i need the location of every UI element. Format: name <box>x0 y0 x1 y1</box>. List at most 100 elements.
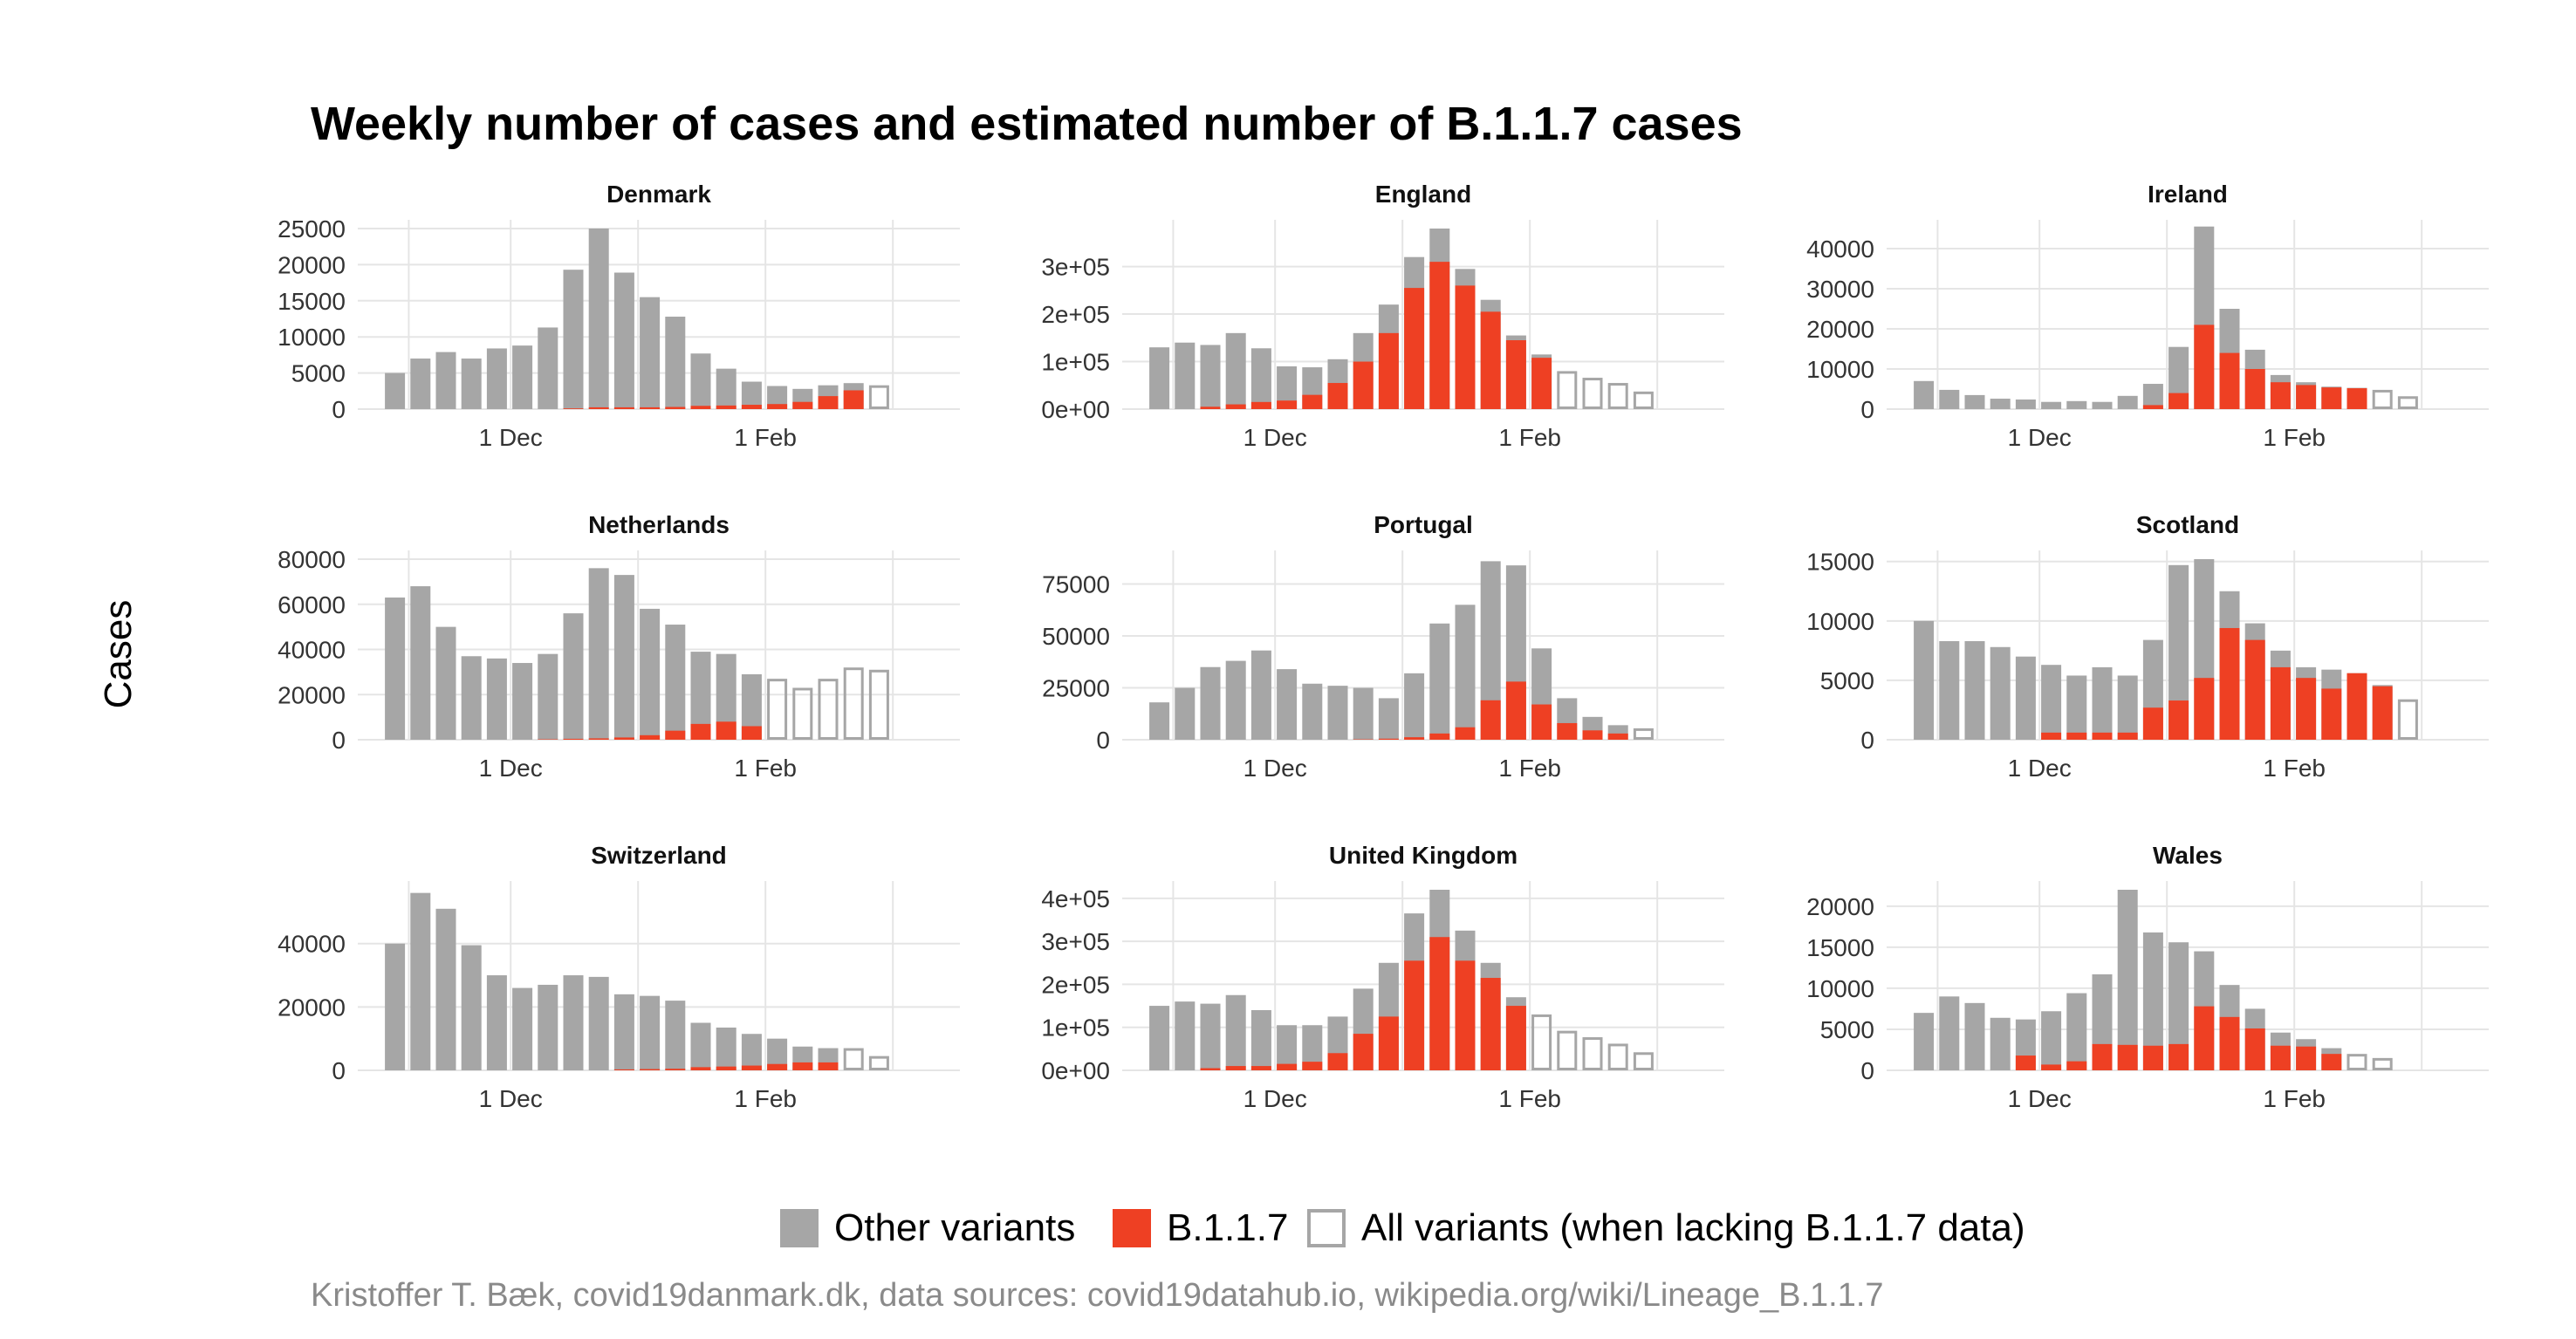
bar-b117 <box>2142 1045 2163 1070</box>
bar-other-variants <box>1149 347 1170 409</box>
x-tick-label: 1 Dec <box>479 755 543 782</box>
bar-other-variants <box>2117 675 2138 740</box>
x-tick-label: 1 Dec <box>479 1085 543 1112</box>
bar-b117 <box>1378 1016 1399 1070</box>
bar-b117 <box>1353 361 1374 409</box>
bar-other-variants <box>665 1001 686 1070</box>
y-tick-label: 0 <box>332 727 346 754</box>
bar-b117 <box>2321 387 2342 409</box>
bar-b117 <box>1404 288 1425 409</box>
bar-other-variants <box>1250 348 1271 409</box>
bar-b117 <box>2142 707 2163 740</box>
bar-b117 <box>1353 1034 1374 1070</box>
bar-b117 <box>1404 960 1425 1070</box>
bar-b117 <box>538 739 558 740</box>
facet-panels: Denmark 0 5000 10000 15000 20000 25000 1 Dec 1 F… <box>277 181 2489 1112</box>
bar-other-variants <box>1149 1006 1170 1070</box>
bar-other-variants <box>435 352 456 409</box>
bar-b117 <box>1480 311 1501 409</box>
bar-all-variants <box>1633 1052 1654 1071</box>
bar-other-variants <box>563 975 584 1070</box>
bar-b117 <box>2066 1061 2087 1070</box>
bar-b117 <box>1302 394 1323 409</box>
bar-other-variants <box>2142 384 2163 409</box>
panel-title: Switzerland <box>591 842 727 869</box>
bar-other-variants <box>1480 561 1501 740</box>
bar-other-variants <box>2041 1011 2062 1070</box>
y-tick-label: 25000 <box>277 215 346 243</box>
y-tick-label: 0 <box>332 396 346 423</box>
bar-other-variants <box>461 945 482 1070</box>
y-tick-label: 4e+05 <box>1041 885 1110 912</box>
y-tick-label: 20000 <box>277 994 346 1021</box>
bar-all-variants <box>1582 378 1603 409</box>
bar-other-variants <box>613 994 634 1070</box>
panel-england: England 0e+00 1e+05 2e+05 3e+05 1 Dec 1 Feb <box>1041 181 1724 451</box>
bar-b117 <box>690 723 711 740</box>
x-tick-label: 1 Feb <box>1498 755 1561 782</box>
panel-united-kingdom: United Kingdom 0e+00 1e+05 2e+05 3e+05 4e+05 1… <box>1041 842 1724 1112</box>
bar-b117 <box>767 404 788 409</box>
bar-b117 <box>1531 704 1552 740</box>
bar-other-variants <box>1225 994 1246 1070</box>
bar-b117 <box>665 730 686 740</box>
x-tick-label: 1 Feb <box>2263 1085 2326 1112</box>
caption: Kristoffer T. Bæk, covid19danmark.dk, da… <box>311 1277 1884 1314</box>
bar-other-variants <box>640 297 661 409</box>
legend-item-other-variants: Other variants <box>780 1206 1075 1249</box>
bar-b117 <box>1455 285 1476 409</box>
bar-other-variants <box>741 1034 762 1070</box>
y-tick-label: 15000 <box>1806 549 1874 576</box>
bar-b117 <box>690 1067 711 1070</box>
bar-b117 <box>2244 639 2265 740</box>
bar-b117 <box>792 401 813 409</box>
bar-b117 <box>792 1062 813 1070</box>
bar-b117 <box>2168 393 2189 409</box>
bar-other-variants <box>2041 401 2062 409</box>
x-tick-label: 1 Feb <box>2263 424 2326 451</box>
bar-all-variants <box>818 679 839 741</box>
bar-other-variants <box>2168 564 2189 740</box>
bar-other-variants <box>1327 686 1348 740</box>
legend-item-all-variants-when-lacking-b-1-1-7-data-: All variants (when lacking B.1.1.7 data) <box>1307 1206 2025 1249</box>
bar-other-variants <box>1429 623 1450 740</box>
bar-other-variants <box>435 908 456 1070</box>
bar-other-variants <box>1225 660 1246 740</box>
bar-other-variants <box>640 608 661 740</box>
bar-other-variants <box>461 656 482 740</box>
y-tick-label: 0 <box>1860 396 1874 423</box>
bar-b117 <box>2296 678 2317 740</box>
bar-b117 <box>2219 352 2240 409</box>
bar-other-variants <box>767 1038 788 1070</box>
y-tick-label: 5000 <box>1820 667 1874 694</box>
y-tick-label: 25000 <box>1042 675 1110 702</box>
bar-all-variants <box>868 669 889 740</box>
bar-other-variants <box>563 613 584 740</box>
panel-ireland: Ireland 0 10000 20000 30000 40000 1 Dec 1 Feb <box>1806 181 2489 451</box>
bar-b117 <box>1429 937 1450 1070</box>
bar-b117 <box>665 1069 686 1070</box>
bar-other-variants <box>1200 345 1221 409</box>
bar-b117 <box>1480 700 1501 740</box>
y-tick-label: 0e+00 <box>1041 396 1110 423</box>
legend-label: Other variants <box>834 1206 1075 1249</box>
y-tick-label: 1e+05 <box>1041 349 1110 376</box>
bar-b117 <box>1277 1063 1298 1070</box>
bar-b117 <box>1607 733 1628 740</box>
bar-all-variants <box>1607 1043 1628 1071</box>
bar-other-variants <box>588 568 609 740</box>
bar-other-variants <box>1455 605 1476 740</box>
bar-other-variants <box>2066 675 2087 740</box>
bar-b117 <box>2168 1043 2189 1070</box>
bar-b117 <box>1327 1053 1348 1070</box>
bar-b117 <box>2346 388 2367 409</box>
bar-other-variants <box>1277 365 1298 409</box>
bar-other-variants <box>588 229 609 409</box>
bar-b117 <box>563 408 584 409</box>
bar-all-variants <box>2397 699 2418 741</box>
bar-other-variants <box>640 995 661 1070</box>
y-tick-label: 1e+05 <box>1041 1014 1110 1042</box>
y-tick-label: 40000 <box>277 637 346 664</box>
bar-other-variants <box>1939 996 1960 1070</box>
bar-other-variants <box>1277 669 1298 740</box>
